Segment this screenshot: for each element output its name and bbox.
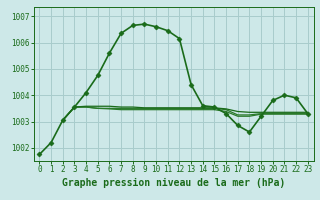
X-axis label: Graphe pression niveau de la mer (hPa): Graphe pression niveau de la mer (hPa) xyxy=(62,178,285,188)
